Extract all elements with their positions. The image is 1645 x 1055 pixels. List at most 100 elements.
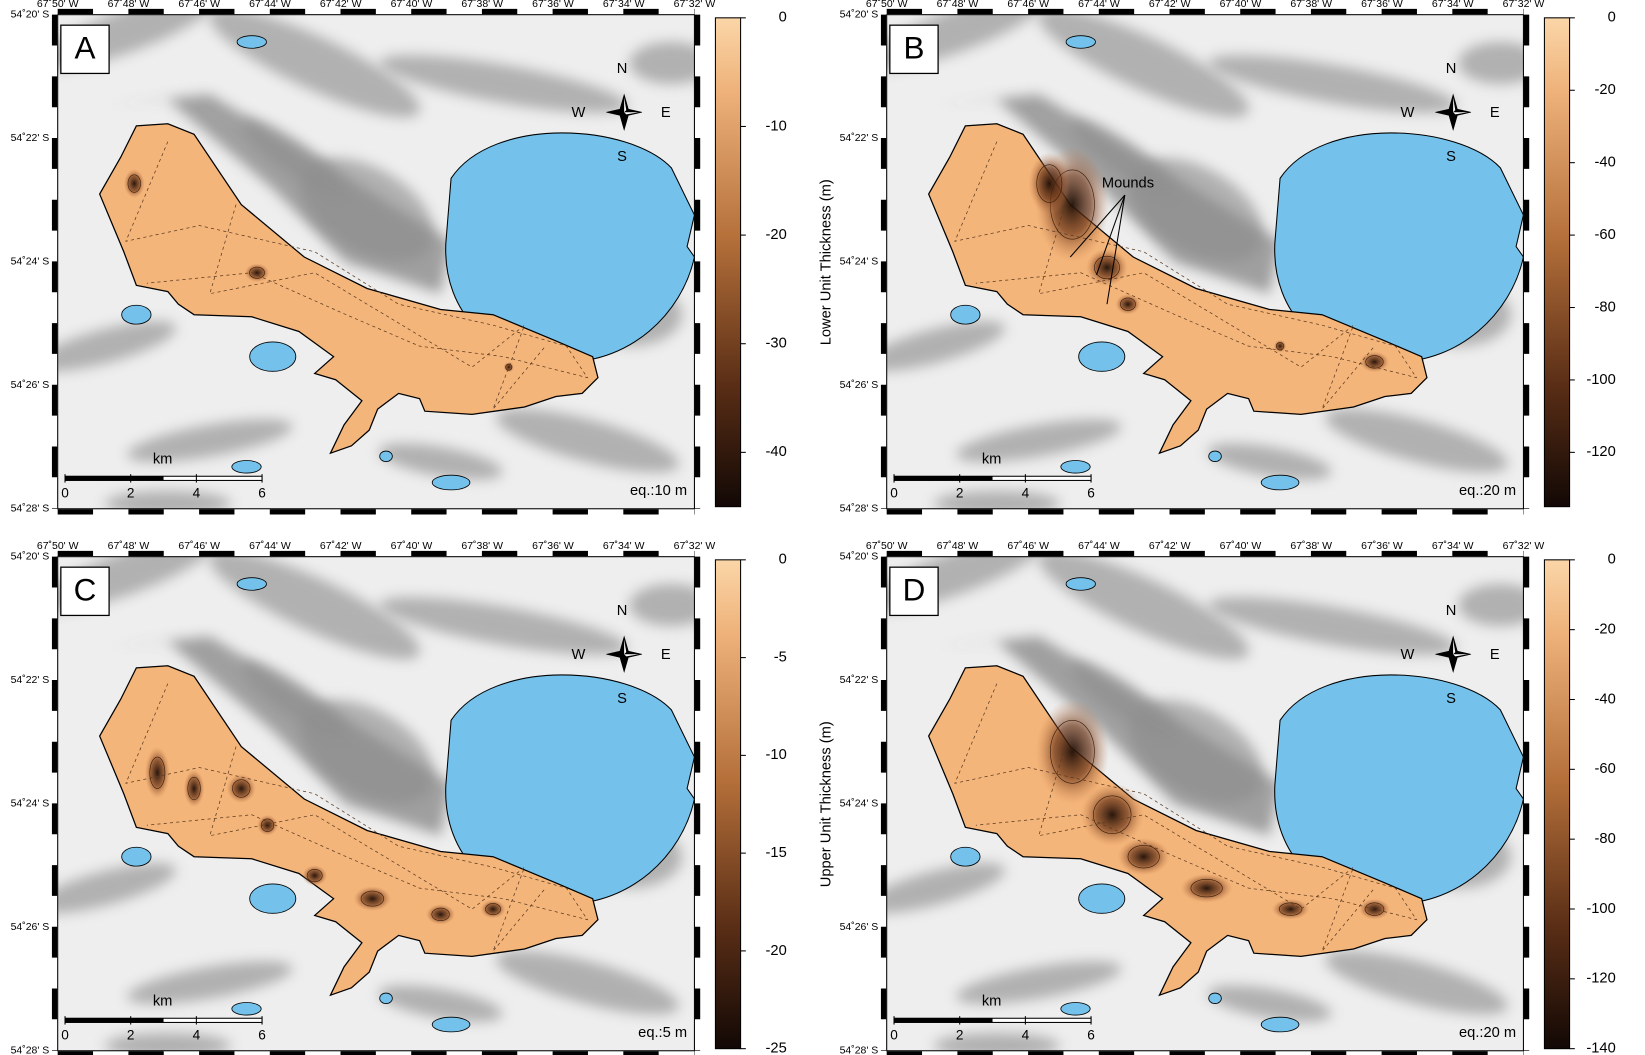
- latitude-label: 54˚26' S: [11, 921, 50, 933]
- panel-label: C: [74, 573, 97, 608]
- scale-bar-unit: km: [153, 993, 173, 1009]
- sediment-basin: [98, 123, 599, 455]
- latitude-label: 54˚20' S: [11, 550, 50, 562]
- longitude-label: 67˚42' W: [320, 0, 362, 10]
- hillshade: [379, 597, 628, 655]
- scale-bar-label: 6: [1087, 486, 1095, 501]
- longitude-label: 67˚48' W: [108, 540, 150, 552]
- latitude-label: 54˚22' S: [11, 674, 50, 686]
- map-frame: [886, 14, 1524, 510]
- annotation: Mounds: [1102, 175, 1154, 191]
- thickness-depocentre: [480, 899, 506, 919]
- hillshade: [379, 55, 628, 113]
- contour-line: [1120, 297, 1136, 311]
- longitude-label: 67˚46' W: [1007, 0, 1049, 10]
- longitude-label: 67˚38' W: [461, 0, 503, 10]
- longitude-label: 67˚40' W: [391, 540, 433, 552]
- latitude-label: 54˚22' S: [840, 674, 879, 686]
- compass-rose: [1453, 639, 1468, 657]
- colorbar-tick-label: -60: [1595, 761, 1616, 777]
- compass-label: E: [661, 647, 671, 663]
- longitude-label: 67˚40' W: [1220, 0, 1262, 10]
- longitude-label: 67˚34' W: [603, 540, 645, 552]
- scale-bar-unit: km: [153, 451, 173, 467]
- longitude-label: 67˚50' W: [866, 0, 908, 10]
- hillshade: [104, 94, 452, 294]
- contour-line: [306, 868, 323, 883]
- contour-line: [1127, 845, 1160, 869]
- contour-interval: eq.:10 m: [630, 483, 687, 499]
- hillshade: [104, 1032, 231, 1051]
- lake: [1208, 992, 1222, 1004]
- scale-bar: [65, 1018, 164, 1023]
- panel-label: D: [903, 573, 926, 608]
- lake: [1078, 883, 1126, 914]
- latitude-label: 54˚20' S: [840, 550, 879, 562]
- lake: [950, 846, 981, 867]
- longitude-label: 67˚32' W: [1503, 540, 1545, 552]
- contour-interval: eq.:20 m: [1459, 483, 1516, 499]
- hillshade: [1458, 41, 1524, 84]
- contour-line: [431, 907, 450, 922]
- annotation-arrow: [1069, 194, 1126, 258]
- compass-label: N: [1446, 61, 1457, 77]
- hillshade: [933, 1032, 1060, 1051]
- contour-line: [127, 174, 141, 193]
- hillshade: [127, 419, 293, 462]
- thickness-depocentre: [123, 168, 145, 199]
- map-panel: 67˚50' W 67˚48' W 67˚46' W 67˚44' W 67˚42' W…: [11, 0, 834, 515]
- scale-bar-label: 2: [956, 486, 964, 501]
- thickness-depocentre: [1273, 339, 1287, 353]
- lake: [431, 474, 471, 491]
- compass-label: E: [661, 105, 671, 121]
- survey-track: [125, 683, 589, 921]
- scale-bar-label: 2: [127, 486, 135, 501]
- lake: [249, 341, 297, 372]
- longitude-label: 67˚50' W: [866, 540, 908, 552]
- annotation-arrow: [1106, 195, 1126, 305]
- panel-label: B: [903, 31, 924, 66]
- thickness-depocentre: [226, 773, 256, 804]
- colorbar-tick-label: 0: [779, 552, 787, 568]
- lake: [950, 304, 981, 325]
- longitude-label: 67˚32' W: [674, 0, 716, 10]
- hillshade: [1458, 583, 1524, 626]
- thickness-depocentre: [1086, 248, 1128, 287]
- survey-track: [125, 141, 589, 379]
- hillshade: [496, 408, 679, 473]
- longitude-label: 67˚42' W: [320, 540, 362, 552]
- hillshade: [57, 863, 176, 914]
- longitude-label: 67˚46' W: [178, 0, 220, 10]
- contour-interval: eq.:20 m: [1459, 1025, 1516, 1041]
- latitude-label: 54˚24' S: [840, 255, 879, 267]
- map-area: [57, 14, 695, 509]
- longitude-label: 67˚40' W: [1220, 540, 1262, 552]
- map-panel: 67˚50' W 67˚48' W 67˚46' W 67˚44' W 67˚42' W…: [11, 540, 834, 1055]
- latitude-label: 54˚24' S: [840, 797, 879, 809]
- longitude-label: 67˚48' W: [937, 540, 979, 552]
- thickness-depocentre: [1115, 293, 1141, 315]
- hillshade: [956, 961, 1122, 1004]
- colorbar-tick-label: -40: [766, 444, 787, 460]
- scale-bar-label: 4: [193, 486, 201, 501]
- latitude-label: 54˚20' S: [11, 8, 50, 20]
- latitude-label: 54˚28' S: [840, 503, 879, 515]
- colorbar: [1543, 17, 1571, 508]
- contour-line: [505, 363, 513, 371]
- contour-line: [149, 756, 166, 789]
- colorbar-tick-label: -80: [1595, 831, 1616, 847]
- contour-line: [485, 903, 501, 916]
- contour-interval: eq.:5 m: [638, 1025, 687, 1041]
- hillshade: [104, 490, 231, 509]
- latitude-label: 54˚28' S: [11, 1045, 50, 1055]
- lake: [1078, 341, 1126, 372]
- hillshade: [886, 863, 1005, 914]
- hillshade: [1208, 597, 1457, 655]
- longitude-label: 67˚50' W: [37, 540, 79, 552]
- thickness-depocentre: [1117, 837, 1170, 876]
- compass-label: N: [617, 61, 628, 77]
- latitude-label: 54˚22' S: [840, 132, 879, 144]
- compass-label: E: [1490, 105, 1500, 121]
- thickness-depocentre: [1359, 351, 1390, 373]
- lake: [121, 846, 152, 867]
